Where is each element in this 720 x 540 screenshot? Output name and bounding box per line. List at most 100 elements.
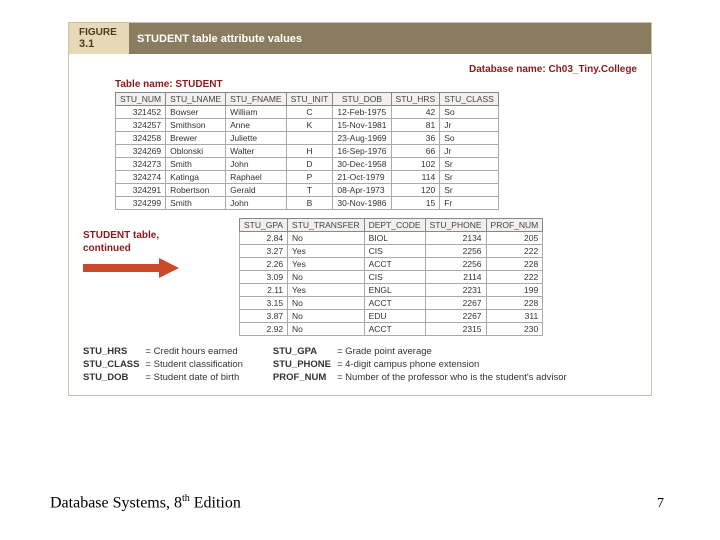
legend-value: = Student date of birth <box>145 372 242 383</box>
legend-value: = Student classification <box>145 359 242 370</box>
table-cell: 3.15 <box>240 297 288 310</box>
figure-body: Database name: Ch03_Tiny.College Table n… <box>69 54 651 395</box>
table-cell: No <box>288 310 365 323</box>
table-row: 3.15NoACCT2267228 <box>240 297 543 310</box>
table-cell: K <box>286 119 333 132</box>
table-cell: CIS <box>364 271 425 284</box>
column-header: STU_CLASS <box>440 93 499 106</box>
table-cell: 230 <box>486 323 543 336</box>
table-row: 324273SmithJohnD30-Dec-1958102Sr <box>116 158 499 171</box>
table-cell: 21-Oct-1979 <box>333 171 391 184</box>
continued-label-l1: STUDENT table, <box>83 230 159 241</box>
table-row: 324274KatingaRaphaelP21-Oct-1979114Sr <box>116 171 499 184</box>
table-cell: 36 <box>391 132 440 145</box>
table-cell: 2256 <box>425 258 486 271</box>
table-cell: H <box>286 145 333 158</box>
table-cell: No <box>288 323 365 336</box>
legend-value: = Credit hours earned <box>145 346 242 357</box>
table-name-label: Table name: STUDENT <box>115 79 637 90</box>
table-cell: 30-Nov-1986 <box>333 197 391 210</box>
table-cell: So <box>440 132 499 145</box>
table-cell: ACCT <box>364 258 425 271</box>
table-row: 3.27YesCIS2256222 <box>240 245 543 258</box>
table-cell: 15-Nov-1981 <box>333 119 391 132</box>
table-cell: 228 <box>486 297 543 310</box>
continued-label: STUDENT table, continued <box>83 218 179 255</box>
legend-key: STU_CLASS <box>83 359 139 370</box>
table-cell: Yes <box>288 284 365 297</box>
table-cell: Sr <box>440 171 499 184</box>
table-cell: 23-Aug-1969 <box>333 132 391 145</box>
table-cell: 199 <box>486 284 543 297</box>
table-cell: 2231 <box>425 284 486 297</box>
table-row: 324299SmithJohnB30-Nov-198615Fr <box>116 197 499 210</box>
table-cell: 120 <box>391 184 440 197</box>
footer-superscript: th <box>182 493 190 504</box>
table-cell: 66 <box>391 145 440 158</box>
table-cell: 16-Sep-1976 <box>333 145 391 158</box>
table-cell: ENGL <box>364 284 425 297</box>
legend-value: = Number of the professor who is the stu… <box>337 372 567 383</box>
table-cell: Sr <box>440 158 499 171</box>
table-cell: 2315 <box>425 323 486 336</box>
table-cell: 102 <box>391 158 440 171</box>
table-cell: Smithson <box>166 119 226 132</box>
table-cell: CIS <box>364 245 425 258</box>
arrow-icon <box>83 258 179 278</box>
table-row: STU_GPASTU_TRANSFERDEPT_CODESTU_PHONEPRO… <box>240 219 543 232</box>
column-header: PROF_NUM <box>486 219 543 232</box>
continued-label-l2: continued <box>83 243 131 254</box>
figure-header: FIGURE 3.1 STUDENT table attribute value… <box>69 23 651 54</box>
table-cell: 30-Dec-1958 <box>333 158 391 171</box>
legend-value: = 4-digit campus phone extension <box>337 359 567 370</box>
table-cell: 311 <box>486 310 543 323</box>
table-cell: 2267 <box>425 297 486 310</box>
table-cell: Smith <box>166 158 226 171</box>
table-cell: Yes <box>288 245 365 258</box>
figure-label-line2: 3.1 <box>79 38 119 50</box>
column-header: STU_FNAME <box>226 93 286 106</box>
table-cell: 81 <box>391 119 440 132</box>
column-header: STU_TRANSFER <box>288 219 365 232</box>
table-row: 321452BowserWilliamC12-Feb-197542So <box>116 106 499 119</box>
table-row: 2.11YesENGL2231199 <box>240 284 543 297</box>
table-cell: Anne <box>226 119 286 132</box>
column-header: DEPT_CODE <box>364 219 425 232</box>
database-name-label: Database name: Ch03_Tiny.College <box>83 64 637 75</box>
table-row: 2.26YesACCT2256228 <box>240 258 543 271</box>
legend-value: = Grade point average <box>337 346 567 357</box>
table-cell: Robertson <box>166 184 226 197</box>
table-cell: 3.27 <box>240 245 288 258</box>
table-cell: Sr <box>440 184 499 197</box>
column-header: STU_DOB <box>333 93 391 106</box>
column-header: STU_GPA <box>240 219 288 232</box>
table-cell: So <box>440 106 499 119</box>
page-number: 7 <box>657 496 664 512</box>
legend-key: STU_DOB <box>83 372 139 383</box>
table-cell: John <box>226 197 286 210</box>
table-cell: Oblonski <box>166 145 226 158</box>
table-cell: 2267 <box>425 310 486 323</box>
table-cell: T <box>286 184 333 197</box>
table-cell: No <box>288 271 365 284</box>
table-cell: Yes <box>288 258 365 271</box>
table-row: 2.92NoACCT2315230 <box>240 323 543 336</box>
table-cell: Raphael <box>226 171 286 184</box>
figure-title: STUDENT table attribute values <box>129 23 651 54</box>
table-cell: Bowser <box>166 106 226 119</box>
table-cell: B <box>286 197 333 210</box>
figure-title-text: STUDENT table attribute values <box>137 33 302 45</box>
footer-text: Database Systems, 8th Edition <box>50 493 241 512</box>
table-cell: William <box>226 106 286 119</box>
continued-row: STUDENT table, continued STU_GPASTU_TRAN… <box>83 218 637 336</box>
table-row: 3.87NoEDU2267311 <box>240 310 543 323</box>
table-row: 324257SmithsonAnneK15-Nov-198181Jr <box>116 119 499 132</box>
table-cell: Katinga <box>166 171 226 184</box>
table-cell: 2114 <box>425 271 486 284</box>
table-row: 3.09NoCIS2114222 <box>240 271 543 284</box>
table-cell: 324274 <box>116 171 166 184</box>
column-header: STU_INIT <box>286 93 333 106</box>
table-cell: 3.87 <box>240 310 288 323</box>
legend-key: STU_PHONE <box>273 359 331 370</box>
table-cell: 15 <box>391 197 440 210</box>
